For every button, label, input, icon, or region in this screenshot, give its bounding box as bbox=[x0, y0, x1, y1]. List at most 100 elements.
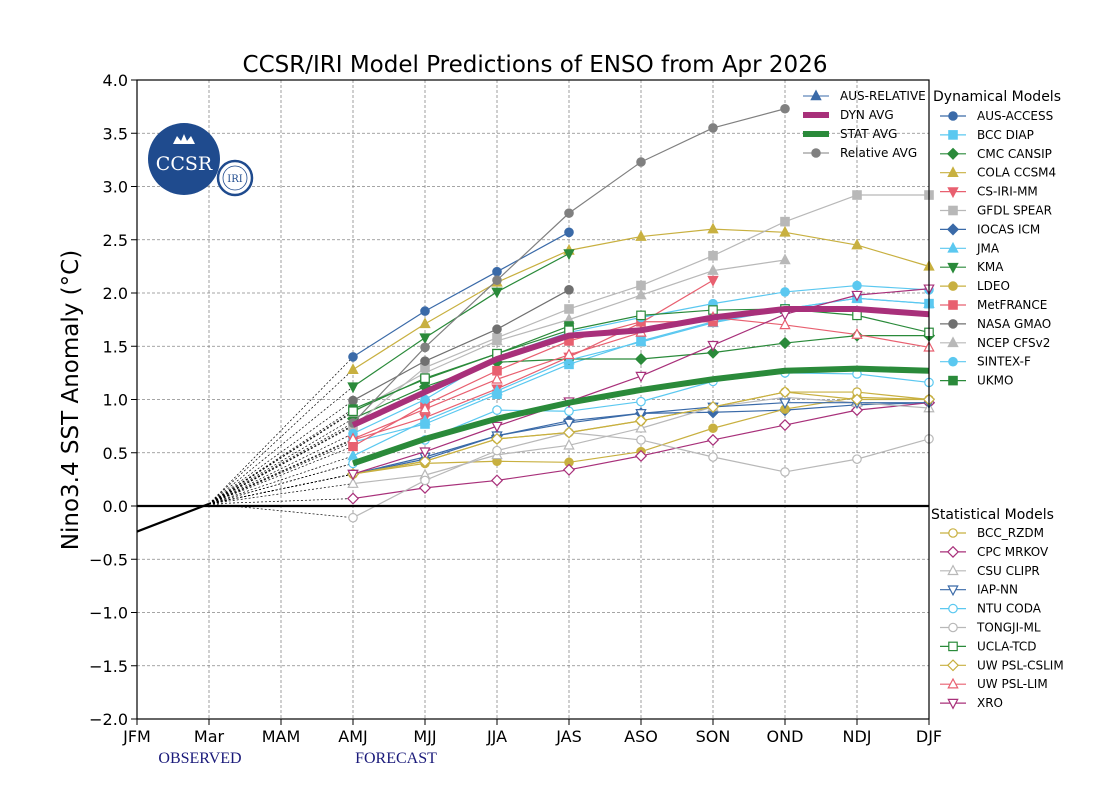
x-tick-label-mam: MAM bbox=[262, 727, 301, 746]
legend-dyn-ncep-cfsv2: NCEP CFSv2 bbox=[940, 336, 1050, 350]
point-ucla-tcd-amj bbox=[348, 406, 358, 417]
observation-connector-lines bbox=[208, 356, 354, 519]
point-metfrance-amj bbox=[348, 441, 358, 452]
connector-stat-avg bbox=[208, 463, 354, 505]
connector-relative-avg bbox=[208, 422, 354, 505]
legend-stat-uw-psl-cslim-marker bbox=[946, 659, 960, 672]
legend-dyn-jma-marker bbox=[947, 241, 959, 253]
point-iap-nn-jas bbox=[563, 418, 575, 430]
legend-dyn-cs-iri-mm-marker bbox=[947, 187, 959, 199]
point-cpc-mrkov-jja bbox=[490, 474, 504, 487]
point-csu-clipr-jas bbox=[563, 438, 575, 450]
legend-dynamical-title: Dynamical Models bbox=[933, 89, 1061, 105]
legend-summary-stat-avg: STAT AVG bbox=[803, 127, 897, 141]
legend-dyn-cmc-cansip-marker bbox=[946, 147, 960, 160]
iri-badge-text: IRI bbox=[227, 174, 242, 185]
point-cpc-mrkov-jas bbox=[562, 463, 576, 476]
legend-dyn-ncep-cfsv2-marker bbox=[947, 336, 959, 348]
connector-cpc-mrkov bbox=[208, 498, 354, 505]
y-tick-label-6: 1.0 bbox=[103, 391, 128, 410]
point-kma-jas bbox=[563, 249, 575, 261]
point-jma-jas bbox=[563, 353, 575, 365]
connector-jma bbox=[208, 455, 354, 505]
connector-kma bbox=[208, 386, 354, 505]
x-tick-label-aso: ASO bbox=[624, 727, 658, 746]
legend-dyn-kma: KMA bbox=[940, 260, 1004, 274]
legend-dyn-cmc-cansip: CMC CANSIP bbox=[940, 147, 1052, 161]
legend-dyn-metfrance-marker bbox=[948, 300, 958, 310]
legend-stat-csu-clipr-marker bbox=[947, 564, 959, 576]
point-uw-psl-cslim-mjj bbox=[418, 455, 432, 468]
point-xro-aso bbox=[635, 371, 647, 383]
series-stat-avg bbox=[352, 365, 930, 467]
legend-dyn-ldeo-label: LDEO bbox=[977, 279, 1010, 293]
legend-dyn-aus-access: AUS-ACCESS bbox=[940, 109, 1053, 123]
point-gfdl-spear-jas bbox=[564, 304, 574, 314]
legend-stat-cpc-mrkov-label: CPC MRKOV bbox=[977, 545, 1049, 559]
legend-dyn-bcc-diap-label: BCC DIAP bbox=[977, 128, 1034, 142]
legend-dyn-nasa-gmao-marker bbox=[948, 319, 958, 329]
point-cmc-cansip-ond bbox=[778, 337, 792, 350]
legend-stat-xro: XRO bbox=[940, 696, 1003, 710]
y-tick-label-8: 2.0 bbox=[103, 284, 128, 303]
point-cmc-cansip-aso bbox=[634, 352, 648, 366]
connector-metfrance bbox=[208, 446, 354, 505]
legend-dyn-metfrance-label: MetFRANCE bbox=[977, 298, 1047, 312]
series-line-kma bbox=[352, 253, 570, 388]
point-cola-ccsm4-son bbox=[707, 222, 719, 234]
legend-dyn-cs-iri-mm: CS-IRI-MM bbox=[940, 185, 1038, 199]
y-tick-label-12: 4.0 bbox=[103, 71, 128, 90]
connector-xro bbox=[208, 473, 354, 505]
point-csu-clipr-aso bbox=[635, 421, 647, 433]
legend-dyn-cmc-cansip-label: CMC CANSIP bbox=[977, 147, 1052, 161]
point-aus-access-amj bbox=[348, 352, 358, 362]
x-tick-label-amj: AMJ bbox=[338, 727, 367, 746]
legend-stat-bcc-rzdm-marker bbox=[948, 528, 958, 538]
connector-sintex-f bbox=[208, 433, 354, 505]
point-relative-avg-son bbox=[708, 123, 718, 133]
legend-dyn-bcc-diap-marker bbox=[948, 130, 958, 140]
point-jma-mjj bbox=[419, 414, 431, 426]
legend-stat-ucla-tcd: UCLA-TCD bbox=[940, 639, 1037, 653]
legend-dyn-gfdl-spear-marker bbox=[948, 205, 958, 216]
point-nasa-gmao-mjj bbox=[420, 356, 430, 366]
point-cpc-mrkov-mjj bbox=[418, 481, 432, 494]
legend-dyn-jma-label: JMA bbox=[976, 241, 1000, 255]
legend-dyn-metfrance: MetFRANCE bbox=[940, 298, 1047, 312]
legend-statistical-title: Statistical Models bbox=[931, 507, 1054, 523]
point-tongji-ml-ond bbox=[780, 467, 790, 477]
legend-stat-uw-psl-lim-marker bbox=[947, 677, 959, 689]
legend-dyn-gfdl-spear: GFDL SPEAR bbox=[940, 204, 1052, 218]
point-aus-access-jja bbox=[492, 266, 502, 277]
legend-dyn-sintex-f-marker bbox=[948, 356, 958, 367]
series-kma bbox=[347, 249, 575, 394]
legend-stat-ntu-coda: NTU CODA bbox=[940, 602, 1042, 616]
legend-dyn-ncep-cfsv2-label: NCEP CFSv2 bbox=[977, 336, 1050, 350]
connector-dyn-avg bbox=[208, 424, 354, 505]
point-uw-psl-lim-ond bbox=[779, 318, 791, 330]
point-uw-psl-lim-amj bbox=[347, 432, 359, 444]
legend-stat-iap-nn: IAP-NN bbox=[940, 583, 1018, 597]
series-line-metfrance bbox=[352, 321, 713, 447]
point-xro-ndj bbox=[851, 290, 863, 302]
legend-summary-dyn-avg: DYN AVG bbox=[803, 108, 894, 122]
y-axis-label: Nino3.4 SST Anomaly (°C) bbox=[58, 250, 84, 550]
legend-dyn-kma-marker bbox=[947, 262, 959, 274]
series-line-stat-avg bbox=[352, 365, 930, 467]
point-ncep-cfsv2-jja bbox=[491, 334, 503, 346]
x-tick-label-jas: JAS bbox=[555, 727, 582, 746]
point-iap-nn-aso bbox=[635, 409, 647, 420]
point-relative-avg-aso bbox=[636, 157, 646, 167]
legend-stat-uw-psl-lim: UW PSL-LIM bbox=[940, 677, 1048, 691]
point-cpc-mrkov-ndj bbox=[850, 404, 864, 417]
legend-dyn-ukmo: UKMO bbox=[940, 374, 1013, 388]
legend-stat-csu-clipr: CSU CLIPR bbox=[940, 564, 1040, 578]
point-uw-psl-cslim-ndj bbox=[850, 393, 864, 406]
legend-stat-iap-nn-marker bbox=[947, 585, 959, 597]
point-nasa-gmao-jas bbox=[564, 285, 574, 295]
legend-statistical: Statistical Models BCC_RZDM CPC MRKOV CSU C… bbox=[931, 507, 1064, 710]
point-ncep-cfsv2-ond bbox=[779, 253, 791, 265]
legend-summary-aus-relative-label: AUS-RELATIVE bbox=[840, 89, 926, 103]
legend-stat-bcc-rzdm: BCC_RZDM bbox=[940, 526, 1044, 540]
